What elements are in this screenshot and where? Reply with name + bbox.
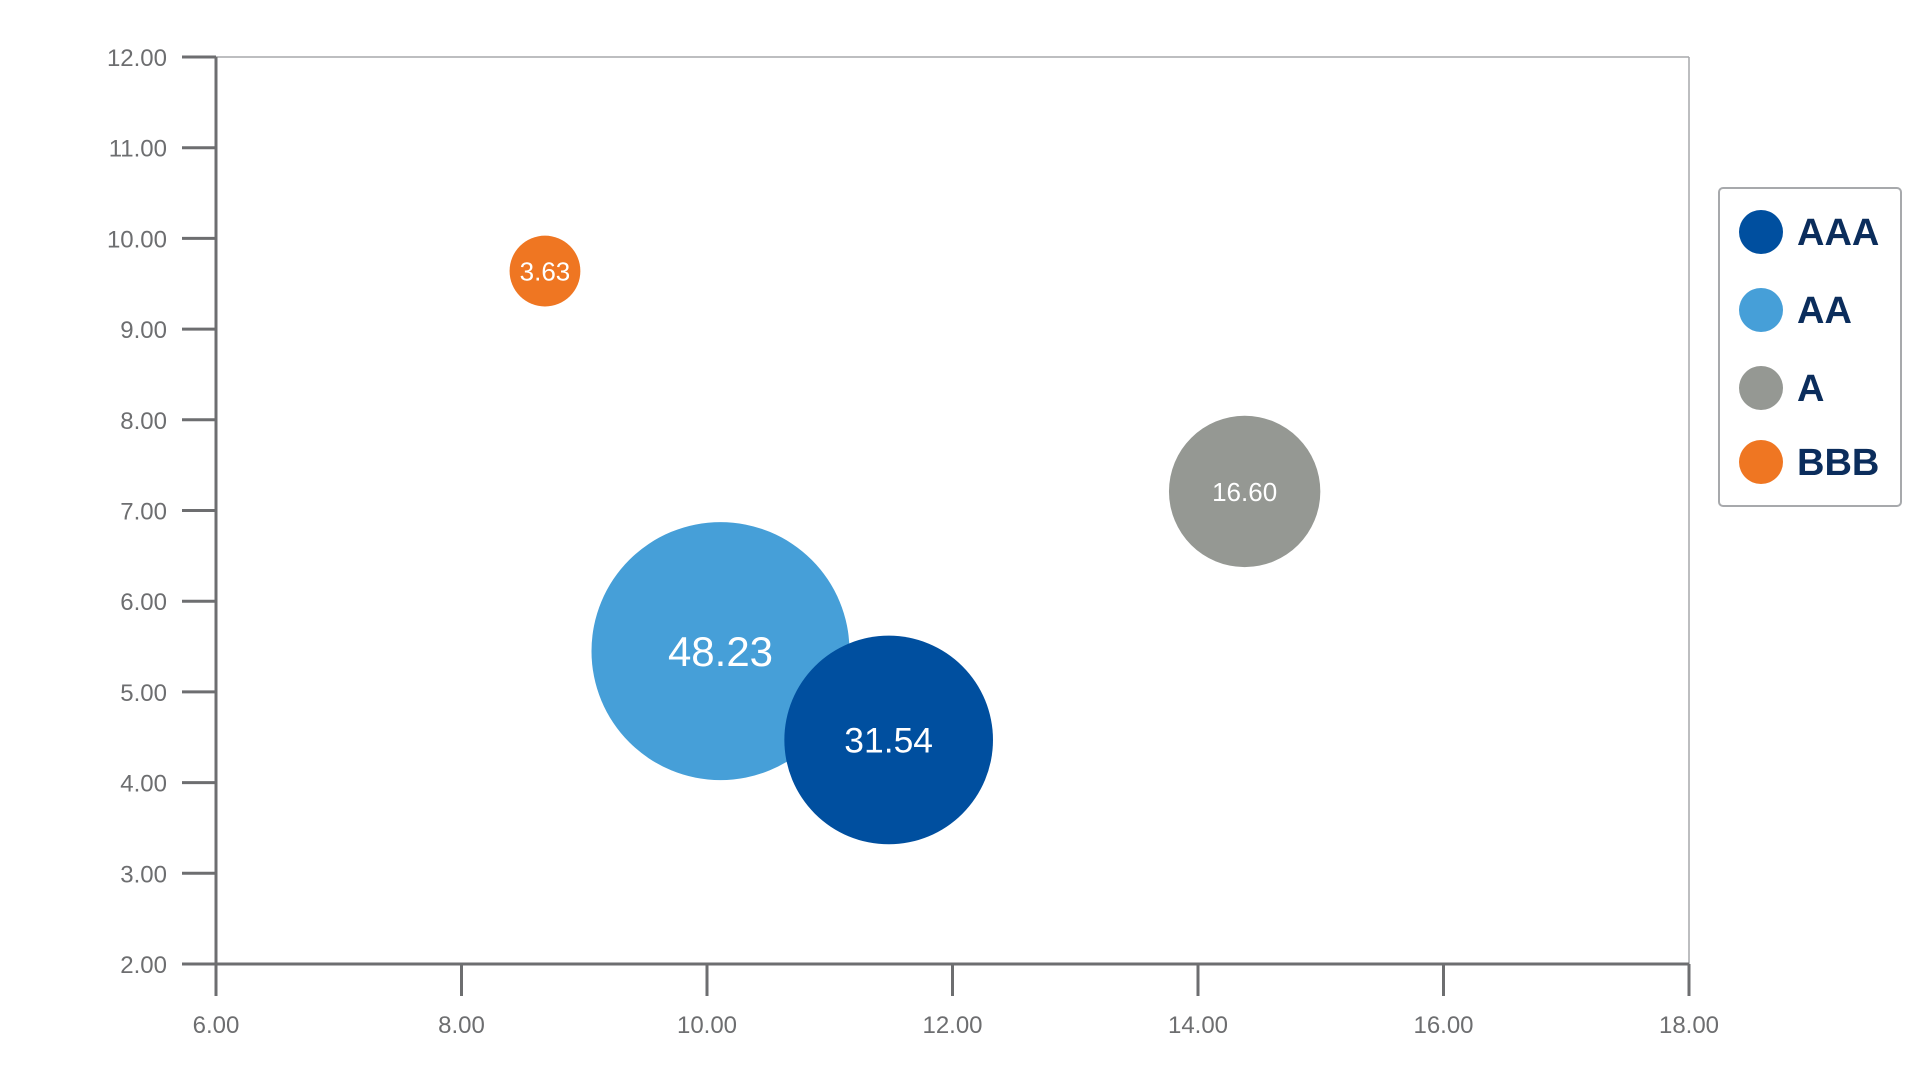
y-tick-label: 12.00 bbox=[107, 45, 167, 72]
legend-label-bbb: BBB bbox=[1797, 442, 1879, 484]
legend-swatch-a bbox=[1739, 366, 1783, 410]
legend-label-a: A bbox=[1797, 368, 1824, 410]
legend-label-aa: AA bbox=[1797, 290, 1852, 332]
bubble-aa bbox=[591, 522, 850, 781]
y-tick-label: 10.00 bbox=[107, 226, 167, 253]
bubbles: 48.23 31.54 16.60 3.63 bbox=[509, 235, 1321, 845]
y-tick-label: 5.00 bbox=[120, 680, 167, 707]
legend-swatch-aaa bbox=[1739, 210, 1783, 254]
legend-box bbox=[1718, 187, 1902, 507]
y-tick-label: 7.00 bbox=[120, 499, 167, 526]
y-tick-label: 4.00 bbox=[120, 771, 167, 798]
bubble-label-bbb: 3.63 bbox=[520, 256, 571, 286]
legend-swatch-bbb bbox=[1739, 440, 1783, 484]
y-axis-ticks: 2.00 3.00 4.00 5.00 6.00 7.00 8.00 9.00 10.00 11.… bbox=[107, 45, 216, 979]
x-tick-label: 14.00 bbox=[1168, 1012, 1228, 1039]
y-tick-label: 6.00 bbox=[120, 589, 167, 616]
bubble-label-aa: 48.23 bbox=[668, 628, 773, 675]
x-tick-label: 6.00 bbox=[193, 1012, 240, 1039]
legend-label-aaa: AAA bbox=[1797, 212, 1879, 254]
y-tick-label: 3.00 bbox=[120, 861, 167, 888]
x-tick-label: 18.00 bbox=[1659, 1012, 1719, 1039]
bubble-aaa bbox=[784, 635, 993, 845]
x-axis-ticks: 6.00 8.00 10.00 12.00 14.00 16.00 18.00 bbox=[193, 964, 1719, 1039]
bubble-bbb bbox=[509, 235, 581, 307]
y-tick-label: 11.00 bbox=[109, 136, 167, 163]
y-tick-label: 9.00 bbox=[120, 317, 167, 344]
y-tick-label: 8.00 bbox=[120, 408, 167, 435]
x-tick-label: 12.00 bbox=[922, 1012, 982, 1039]
legend-swatch-aa bbox=[1739, 288, 1783, 332]
x-tick-label: 16.00 bbox=[1413, 1012, 1473, 1039]
axes bbox=[214, 56, 1690, 966]
bubble-label-a: 16.60 bbox=[1212, 477, 1277, 507]
bubble-label-aaa: 31.54 bbox=[844, 721, 933, 761]
y-tick-label: 2.00 bbox=[120, 952, 167, 979]
x-tick-label: 8.00 bbox=[438, 1012, 485, 1039]
bubble-a bbox=[1168, 415, 1321, 568]
x-tick-label: 10.00 bbox=[677, 1012, 737, 1039]
